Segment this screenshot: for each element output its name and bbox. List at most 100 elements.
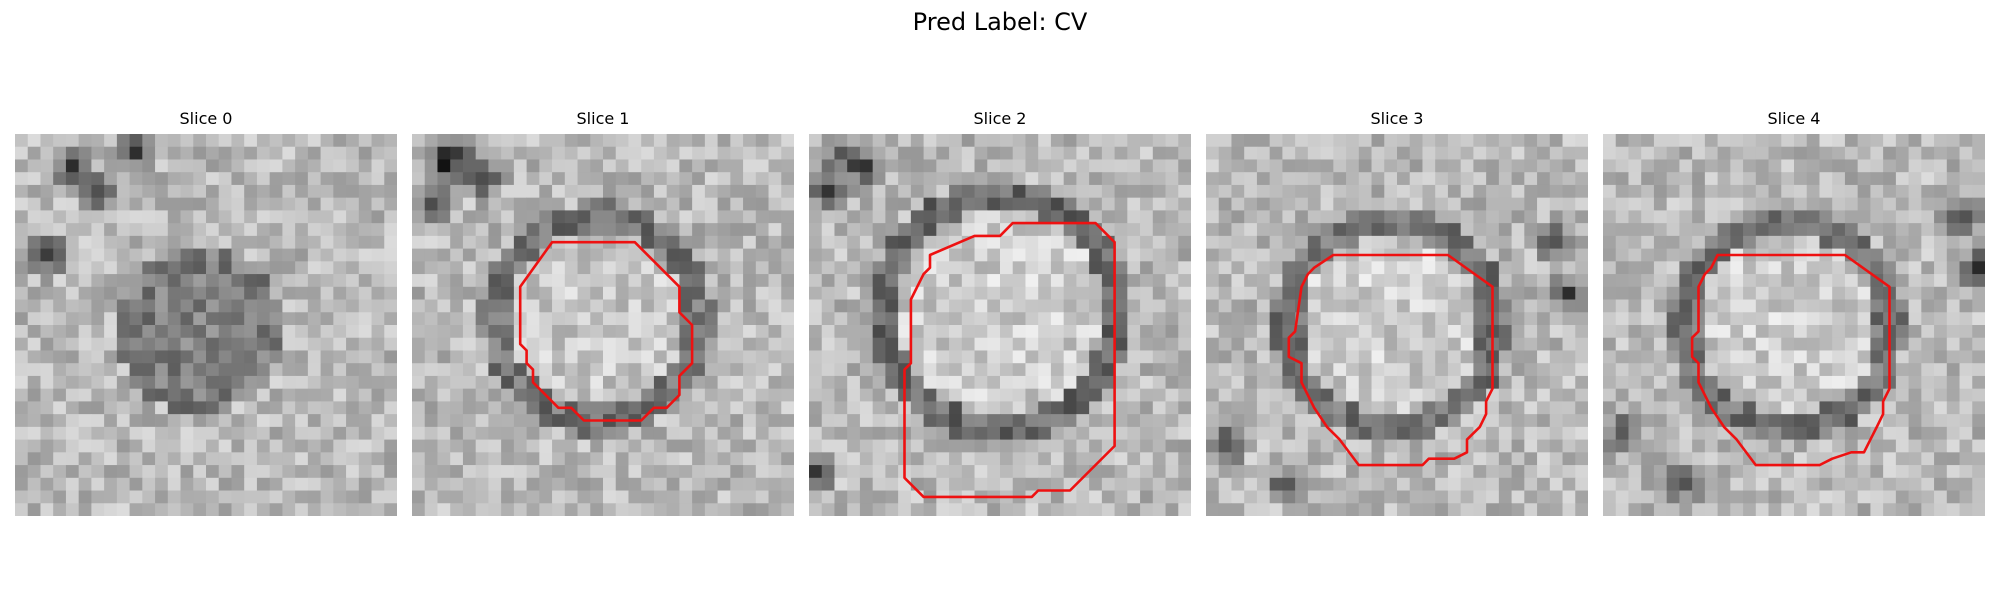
pixel-cell (1615, 274, 1629, 288)
pixel-cell (1615, 401, 1629, 415)
pixel-cell (910, 312, 924, 326)
pixel-cell (27, 388, 41, 402)
pixel-cell (437, 184, 451, 199)
pixel-cell (743, 312, 757, 326)
pixel-cell (987, 452, 1001, 466)
pixel-cell (539, 439, 553, 453)
pixel-cell (320, 235, 334, 249)
pixel-cell (1333, 503, 1347, 516)
pixel-cell (116, 210, 130, 224)
pixel-cell (104, 274, 118, 288)
pixel-cell (1114, 172, 1128, 186)
pixel-cell (333, 503, 347, 516)
pixel-cell (923, 299, 937, 313)
pixel-cell (1959, 426, 1973, 440)
pixel-cell (1000, 159, 1014, 173)
pixel-cell (781, 490, 794, 504)
pixel-cell (104, 210, 118, 224)
pixel-cell (847, 184, 861, 199)
pixel-cell (768, 299, 782, 313)
pixel-cell (15, 490, 29, 504)
pixel-cell (821, 439, 835, 453)
pixel-cell (1152, 465, 1166, 479)
pixel-cell (244, 223, 258, 237)
pixel-cell (358, 350, 372, 364)
pixel-cell (346, 439, 360, 453)
pixel-cell (1628, 426, 1642, 440)
pixel-cell (717, 452, 731, 466)
pixel-cell (730, 184, 744, 199)
pixel-cell (1140, 452, 1154, 466)
pixel-cell (180, 134, 194, 148)
pixel-cell (872, 414, 886, 428)
pixel-cell (1844, 477, 1859, 491)
pixel-cell (91, 299, 105, 313)
pixel-cell (1806, 363, 1820, 377)
pixel-cell (155, 375, 169, 390)
pixel-cell (653, 337, 668, 351)
pixel-cell (809, 286, 823, 300)
pixel-cell (590, 388, 604, 402)
pixel-cell (1549, 477, 1563, 491)
pixel-cell (462, 197, 477, 211)
pixel-cell (923, 184, 937, 199)
pixel-cell (781, 503, 794, 516)
pixel-cell (358, 465, 372, 479)
pixel-cell (244, 184, 258, 199)
pixel-cell (1333, 134, 1347, 148)
pixel-cell (653, 426, 668, 440)
pixel-cell (755, 299, 769, 313)
pixel-cell (1511, 248, 1525, 262)
pixel-cell (1832, 286, 1846, 300)
pixel-cell (526, 388, 540, 402)
pixel-cell (142, 375, 156, 390)
pixel-cell (1165, 350, 1179, 364)
pixel-cell (1178, 223, 1191, 237)
pixel-cell (501, 401, 515, 415)
pixel-cell (628, 261, 642, 275)
pixel-cell (1679, 439, 1693, 453)
pixel-cell (1870, 286, 1884, 300)
pixel-cell (462, 452, 477, 466)
pixel-cell (1524, 337, 1538, 351)
pixel-cell (526, 184, 540, 199)
pixel-cell (1921, 350, 1935, 364)
pixel-cell (1934, 261, 1948, 275)
pixel-cell (987, 248, 1001, 262)
pixel-cell (1704, 439, 1718, 453)
pixel-cell (1959, 274, 1973, 288)
pixel-cell (1063, 426, 1077, 440)
pixel-cell (53, 414, 67, 428)
pixel-cell (1692, 159, 1706, 173)
pixel-cell (1038, 490, 1052, 504)
pixel-cell (1628, 477, 1642, 491)
pixel-cell (1063, 401, 1077, 415)
pixel-cell (346, 426, 360, 440)
pixel-cell (666, 197, 680, 211)
pixel-cell (295, 312, 309, 326)
pixel-cell (65, 363, 80, 377)
pixel-cell (1346, 503, 1360, 516)
pixel-cell (1717, 439, 1731, 453)
pixel-cell (346, 248, 360, 262)
pixel-cell (1409, 465, 1423, 479)
pixel-cell (1218, 375, 1232, 390)
pixel-cell (641, 197, 655, 211)
pixel-cell (603, 146, 617, 160)
pixel-cell (295, 350, 309, 364)
pixel-cell (1615, 197, 1629, 211)
pixel-cell (628, 325, 642, 339)
pixel-cell (129, 197, 143, 211)
pixel-cell (1628, 184, 1642, 199)
pixel-cell (1447, 388, 1462, 402)
pixel-cell (1012, 299, 1026, 313)
pixel-cell (1511, 337, 1525, 351)
pixel-cell (1524, 299, 1538, 313)
pixel-cell (552, 426, 566, 440)
pixel-cell (1422, 235, 1436, 249)
pixel-cell (1844, 299, 1859, 313)
pixel-cell (1384, 210, 1398, 224)
pixel-cell (1653, 274, 1668, 288)
pixel-cell (1921, 439, 1935, 453)
pixel-cell (295, 477, 309, 491)
